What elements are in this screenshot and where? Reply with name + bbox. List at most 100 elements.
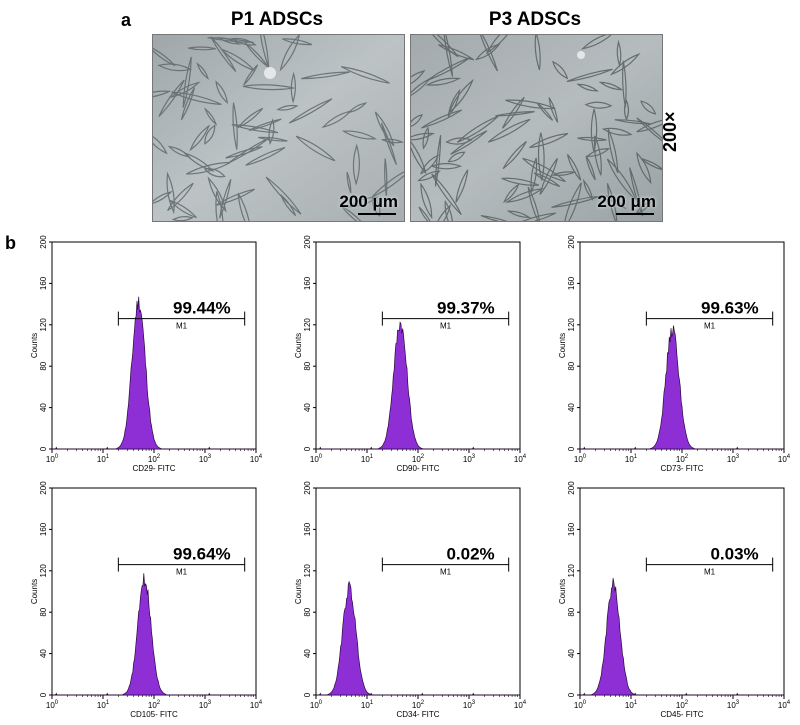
gate-percent: 99.64%: [173, 545, 231, 564]
cell-shape: [237, 107, 264, 129]
cell-shape: [566, 68, 613, 83]
cell-shape: [219, 178, 232, 219]
cell-shape: [248, 118, 282, 131]
x-tick-label: 102: [412, 700, 425, 710]
y-tick-label: 160: [303, 276, 312, 290]
p1-scale-bar: [358, 213, 396, 215]
panel-a-letter: a: [121, 10, 132, 30]
p3-cell-image: [411, 35, 662, 221]
cell-shape: [374, 111, 395, 147]
histogram-svg: 0 40 80 120 160 200 Counts 100 101 102 103 104 CD105…: [30, 481, 263, 719]
x-tick-label: 100: [574, 454, 587, 464]
cell-shape: [522, 157, 566, 183]
cell-shape: [171, 91, 222, 106]
cell-shape: [456, 115, 499, 143]
plot-frame: [51, 241, 257, 450]
y-tick-label: 120: [39, 564, 48, 578]
cell-shape: [431, 173, 462, 216]
cell-shape: [341, 130, 378, 140]
gate-percent: 99.63%: [701, 299, 759, 318]
cell-shape: [295, 135, 336, 162]
x-axis-label: CD73- FITC: [660, 464, 703, 473]
histogram-area: [316, 321, 520, 450]
y-tick-label: 160: [39, 276, 48, 290]
gate-label: M1: [176, 322, 188, 331]
x-tick-label: 101: [361, 700, 374, 710]
cell-shape: [636, 117, 662, 142]
p3-micrograph: 200 μm: [410, 34, 663, 222]
histogram-cd29: 0 40 80 120 160 200 Counts 100 101 102 103 104 CD29-…: [30, 235, 268, 473]
cell-shape: [204, 107, 218, 126]
cell-shape: [564, 182, 582, 221]
y-tick-label: 40: [303, 649, 312, 658]
x-tick-label: 103: [463, 454, 476, 464]
p1-cell-image: [153, 35, 404, 221]
histogram-cd34: 0 40 80 120 160 200 Counts 100 101 102 103 104 CD34-…: [294, 481, 532, 719]
gate-percent: 0.03%: [710, 545, 758, 564]
cell-shape: [450, 130, 488, 155]
cell-shape: [623, 99, 630, 121]
cell-shape: [204, 124, 216, 145]
cell-shape: [550, 171, 577, 176]
cell-shape: [169, 81, 201, 98]
y-tick-label: 40: [303, 403, 312, 412]
cell-shape: [237, 192, 250, 221]
y-axis-label: Counts: [294, 333, 303, 358]
gate-label: M1: [440, 568, 452, 577]
cell-shape: [417, 170, 441, 182]
histogram-svg: 0 40 80 120 160 200 Counts 100 101 102 103 104 CD73-…: [558, 235, 791, 473]
y-tick-label: 40: [39, 403, 48, 412]
cell-shape: [480, 214, 508, 221]
cell-shape: [548, 97, 559, 123]
x-tick-label: 102: [412, 454, 425, 464]
cell-shape: [411, 113, 424, 127]
y-tick-label: 0: [567, 692, 576, 697]
x-tick-label: 102: [676, 454, 689, 464]
cell-shape: [527, 186, 541, 221]
cell-shape: [640, 158, 662, 171]
cell-shape: [437, 204, 452, 221]
cell-shape: [189, 124, 211, 152]
cell-shape: [455, 169, 469, 203]
y-tick-label: 0: [39, 692, 48, 697]
y-tick-label: 40: [567, 649, 576, 658]
y-tick-label: 40: [567, 403, 576, 412]
cell-shape: [347, 102, 368, 114]
cell-shape: [290, 71, 296, 104]
cell-shape: [153, 90, 172, 98]
cell-shape: [288, 98, 333, 124]
cell-shape: [503, 183, 520, 204]
y-tick-label: 200: [567, 481, 576, 495]
cell-shape: [346, 171, 352, 194]
x-tick-label: 104: [514, 700, 527, 710]
cell-shape: [609, 52, 641, 76]
cell-shape: [495, 111, 535, 117]
plot-frame: [315, 241, 521, 450]
y-tick-label: 200: [39, 235, 48, 249]
cell-shape: [534, 35, 541, 71]
panel-b-letter: b: [5, 233, 16, 253]
x-tick-label: 101: [625, 700, 638, 710]
cell-shape: [536, 102, 554, 121]
x-tick-label: 102: [148, 454, 161, 464]
y-tick-label: 80: [567, 607, 576, 616]
cell-shape: [153, 190, 173, 204]
y-tick-label: 160: [567, 522, 576, 536]
histogram-area: [52, 296, 256, 450]
x-tick-label: 100: [310, 454, 323, 464]
cell-shape: [425, 77, 462, 86]
cell-shape: [580, 35, 612, 50]
x-tick-label: 103: [727, 454, 740, 464]
cell-shape: [411, 70, 426, 85]
y-tick-label: 80: [303, 361, 312, 370]
y-tick-label: 0: [303, 446, 312, 451]
x-tick-label: 101: [97, 454, 110, 464]
cell-shape: [438, 44, 475, 61]
cell-shape: [616, 39, 622, 68]
cell-shape: [216, 37, 242, 45]
cell-shape: [340, 205, 362, 221]
y-tick-label: 0: [39, 446, 48, 451]
y-tick-label: 200: [303, 481, 312, 495]
cell-shape: [411, 141, 427, 174]
x-tick-label: 103: [199, 700, 212, 710]
